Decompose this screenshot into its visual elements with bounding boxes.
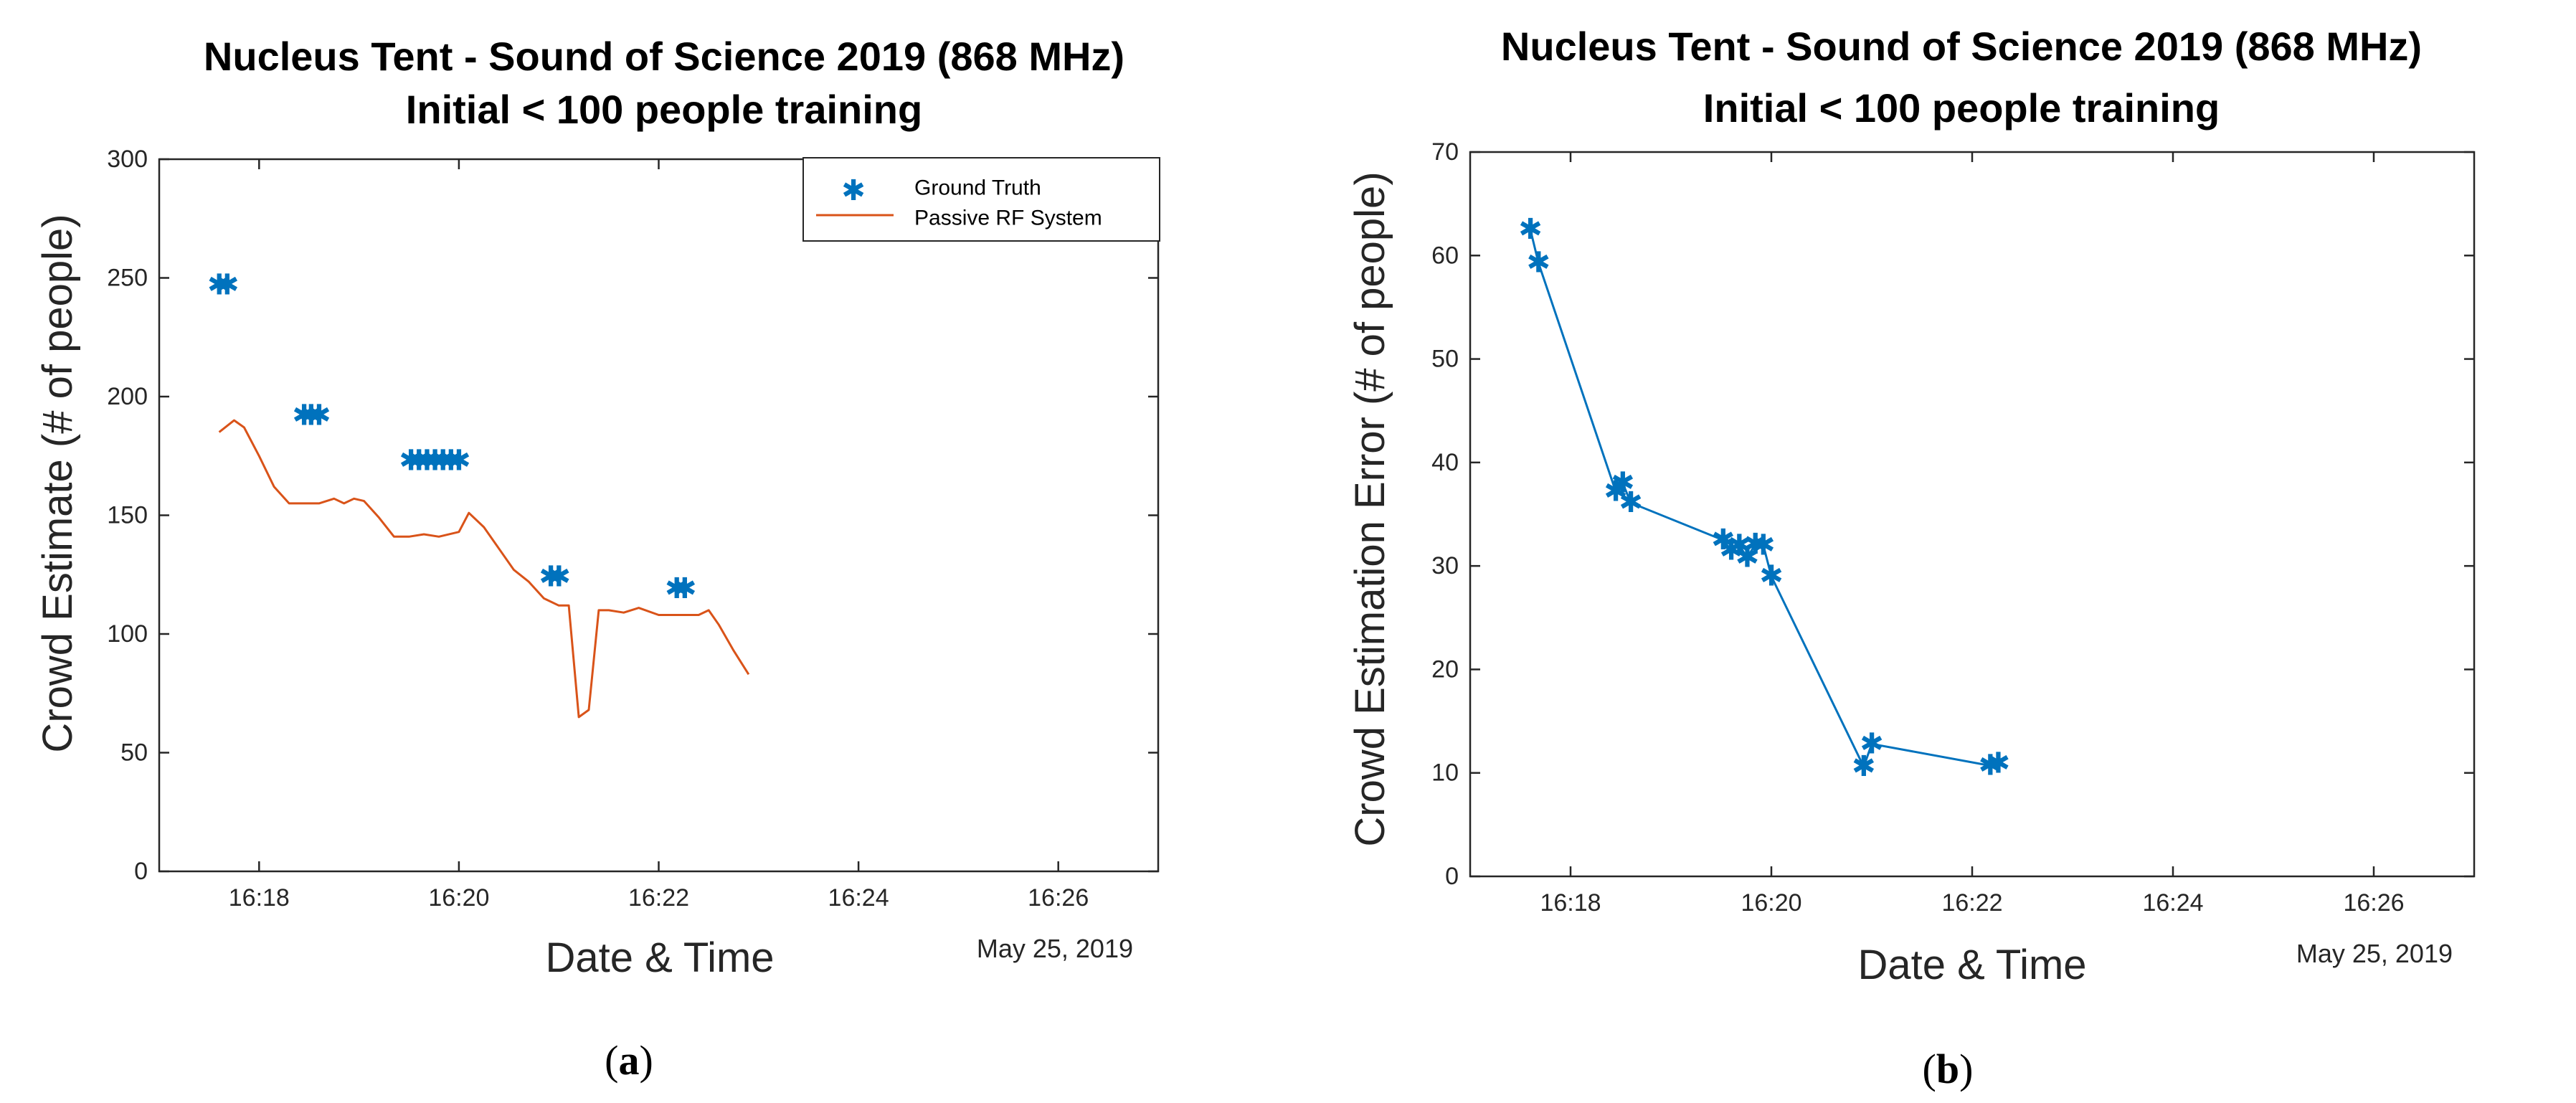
y-tick-label: 50 [120,739,148,767]
data-point-ground-truth: ✱ [215,268,240,301]
data-point-crowd-estimation-error: ✱ [1526,246,1550,279]
y-tick-label: 250 [107,265,148,292]
x-tick-label: 16:24 [2142,889,2203,917]
data-point-crowd-estimation-error: ✱ [1759,560,1784,593]
panel-b-y-axis-label: Crowd Estimation Error (# of people) [1347,171,1393,846]
x-tick-label: 16:22 [628,884,689,912]
data-point-ground-truth: ✱ [539,561,563,594]
x-tick-label: 16:26 [1028,884,1089,912]
panel-a-caption-letter: a [619,1037,640,1084]
data-point-crowd-estimation-error: ✱ [1604,475,1628,508]
panel-b-title-line-1: Nucleus Tent - Sound of Science 2019 (86… [1501,24,2422,69]
y-tick-label: 50 [1431,346,1459,373]
data-point-crowd-estimation-error: ✱ [1611,467,1635,500]
data-point-ground-truth: ✱ [447,444,471,477]
data-point-ground-truth: ✱ [299,399,323,432]
data-point-crowd-estimation-error: ✱ [1736,541,1760,574]
data-point-crowd-estimation-error: ✱ [1743,528,1768,561]
y-tick-label: 300 [107,146,148,173]
data-point-ground-truth: ✱ [546,561,571,594]
data-point-crowd-estimation-error: ✱ [1727,529,1751,562]
y-tick-label: 40 [1431,449,1459,476]
x-tick-label: 16:20 [1741,889,1801,917]
y-tick-label: 200 [107,383,148,410]
data-point-ground-truth: ✱ [673,572,697,605]
data-point-crowd-estimation-error: ✱ [1719,534,1743,567]
panel-a-plot-frame [158,158,1160,873]
legend-marker-ground-truth: ✱ [841,174,866,207]
data-point-crowd-estimation-error: ✱ [1751,529,1776,562]
data-point-ground-truth: ✱ [399,444,423,477]
panel-b-x-axis-label: Date & Time [1857,942,2086,988]
panel-a-axes: 0 50 100 150 200 250 300 16:18 16:20 16:22 16:24 16… [107,146,1160,912]
panel-b: Nucleus Tent - Sound of Science 2019 (86… [1347,24,2476,1092]
data-point-ground-truth: ✱ [415,444,440,477]
y-tick-label: 30 [1431,552,1459,579]
panel-b-caption: (b) [1923,1046,1974,1092]
data-point-crowd-estimation-error: ✱ [1860,727,1884,760]
data-point-crowd-estimation-error: ✱ [1987,747,2011,780]
y-tick-label: 20 [1431,655,1459,683]
data-point-ground-truth: ✱ [423,444,448,477]
panel-a: Nucleus Tent - Sound of Science 2019 (86… [34,34,1160,1084]
x-tick-label: 16:26 [2343,889,2404,917]
x-tick-label: 16:20 [428,884,489,912]
data-point-ground-truth: ✱ [307,399,331,432]
y-tick-label: 0 [1445,863,1459,890]
panel-b-title-line-2: Initial < 100 people training [1703,85,2220,131]
x-tick-label: 16:22 [1941,889,2002,917]
legend-label-ground-truth: Ground Truth [914,176,1041,200]
data-point-ground-truth: ✱ [407,444,431,477]
panel-b-date-label: May 25, 2019 [2296,939,2453,968]
panel-b-caption-letter: b [1936,1046,1959,1092]
data-point-ground-truth: ✱ [207,268,232,301]
y-tick-label: 0 [134,858,148,885]
panel-a-x-axis-label: Date & Time [545,934,774,981]
data-point-crowd-estimation-error: ✱ [1852,750,1876,783]
panel-a-title-line-2: Initial < 100 people training [406,87,922,132]
y-tick-label: 60 [1431,242,1459,269]
y-tick-label: 70 [1431,138,1459,166]
panel-a-title-line-1: Nucleus Tent - Sound of Science 2019 (86… [204,34,1124,79]
data-point-crowd-estimation-error: ✱ [1978,749,2002,782]
data-point-crowd-estimation-error: ✱ [1518,213,1543,246]
x-tick-label: 16:18 [229,884,290,912]
panel-a-caption: (a) [605,1037,653,1084]
data-point-ground-truth: ✱ [439,444,463,477]
panel-a-legend: ✱ Ground Truth Passive RF System [802,157,1160,242]
data-point-crowd-estimation-error: ✱ [1711,524,1736,557]
x-tick-label: 16:18 [1540,889,1601,917]
y-tick-label: 10 [1431,759,1459,787]
data-point-ground-truth: ✱ [292,399,316,432]
series-line-crowd-estimation-error [1529,229,1999,768]
panel-b-axes: 0 10 20 30 40 50 60 70 16:18 16:20 16:22 16:24 16:26… [1431,138,2476,917]
data-point-ground-truth: ✱ [431,444,455,477]
y-tick-label: 150 [107,502,148,529]
data-point-ground-truth: ✱ [665,572,689,605]
x-tick-label: 16:24 [828,884,889,912]
panel-a-date-label: May 25, 2019 [977,934,1133,963]
legend-label-passive-rf: Passive RF System [914,207,1102,230]
y-tick-label: 100 [107,620,148,648]
panel-a-y-axis-label: Crowd Estimate (# of people) [34,214,81,752]
series-line-passive-rf-system [218,419,750,719]
data-point-crowd-estimation-error: ✱ [1619,486,1643,519]
